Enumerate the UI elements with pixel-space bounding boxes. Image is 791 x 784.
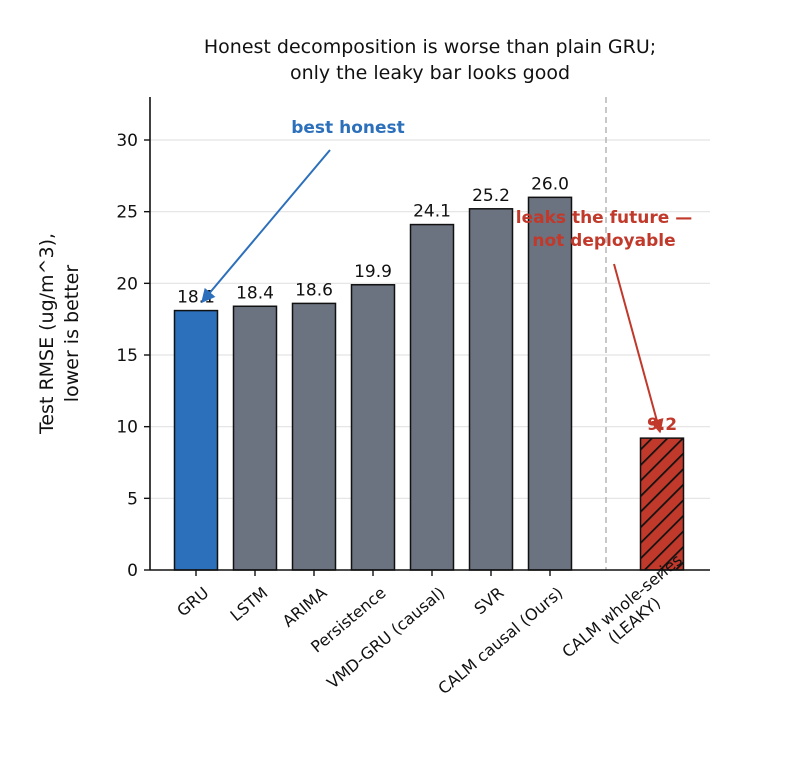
value-label: 9.2 xyxy=(647,415,677,435)
y-tick-label: 10 xyxy=(116,418,138,438)
chart-title: Honest decomposition is worse than plain… xyxy=(204,36,656,84)
value-labels: 18.1 18.4 18.6 19.9 24.1 25.2 26.0 9.2 xyxy=(177,174,677,435)
y-tick-label: 5 xyxy=(127,489,138,509)
axes xyxy=(149,97,710,571)
x-tick-label: GRU xyxy=(173,583,212,620)
title-line: Honest decomposition is worse than plain… xyxy=(204,36,656,58)
value-label: 24.1 xyxy=(413,202,451,222)
y-axis-label-line: Test RMSE (ug/m^3), xyxy=(36,233,58,435)
x-tick-label-line: SVR xyxy=(471,583,508,618)
x-tick-label: SVR xyxy=(471,583,508,618)
bars xyxy=(173,196,685,571)
bar-calm-causal-ours- xyxy=(527,196,573,571)
x-tick-label-line: ARIMA xyxy=(279,583,331,631)
x-tick-label: ARIMA xyxy=(279,583,331,631)
y-axis-label-line: lower is better xyxy=(61,265,83,403)
y-tick-label: 15 xyxy=(116,346,138,366)
y-tick-label: 25 xyxy=(116,203,138,223)
value-label: 18.4 xyxy=(236,283,274,303)
x-tick-label: LSTM xyxy=(227,583,272,625)
annotation-best-honest: best honest xyxy=(291,118,405,138)
x-tick-label-line: CALM whole-series xyxy=(558,550,685,661)
y-tick-labels: 0 5 10 15 20 25 30 xyxy=(116,131,150,581)
annotation-leaky: leaks the future — xyxy=(516,208,692,228)
value-label: 18.6 xyxy=(295,280,333,300)
value-label: 19.9 xyxy=(354,262,392,282)
bar-vmd-gru-causal- xyxy=(409,223,455,571)
y-tick-label: 30 xyxy=(116,131,138,151)
bar-persistence xyxy=(350,284,396,571)
bar-calm-whole-series-leaky- xyxy=(639,437,685,571)
annotation-arrow-best-honest xyxy=(201,149,331,304)
annotation-leaky: not deployable xyxy=(532,231,675,251)
bar-lstm xyxy=(232,305,278,571)
y-axis-label: Test RMSE (ug/m^3), lower is better xyxy=(36,233,83,435)
y-tick-label: 0 xyxy=(127,561,138,581)
value-label: 18.1 xyxy=(177,288,215,308)
value-label: 26.0 xyxy=(531,174,569,194)
x-tick-label-line: GRU xyxy=(173,583,212,620)
bar-gru xyxy=(173,309,219,571)
bar-svr xyxy=(468,208,514,571)
x-tick-label: CALM whole-series(LEAKY) xyxy=(558,550,698,676)
annotations: best honest leaks the future — not deploya… xyxy=(201,118,692,434)
x-tick-label-line: LSTM xyxy=(227,583,272,625)
y-tick-label: 20 xyxy=(116,274,138,294)
annotation-arrow-leaky xyxy=(613,263,664,434)
title-line: only the leaky bar looks good xyxy=(290,62,570,84)
bar-arima xyxy=(291,302,337,571)
value-label: 25.2 xyxy=(472,186,510,206)
